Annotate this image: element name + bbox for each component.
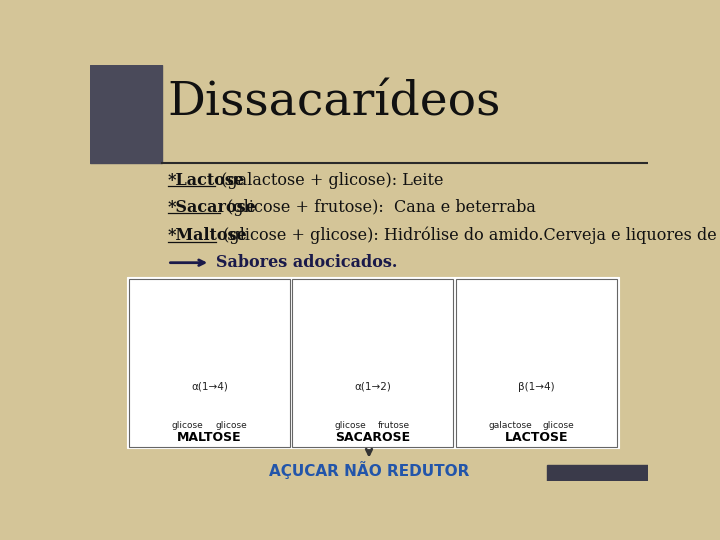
Text: α(1→2): α(1→2) [354, 382, 391, 392]
Text: MALTOSE: MALTOSE [177, 431, 242, 444]
Text: Sabores adocicados.: Sabores adocicados. [216, 254, 397, 271]
Text: (glicose + glicose): Hidrólise do amido.Cerveja e liquores de malte.: (glicose + glicose): Hidrólise do amido.… [218, 227, 720, 245]
Text: glicose: glicose [335, 421, 366, 430]
Text: *Lactose: *Lactose [168, 172, 245, 189]
Text: glicose: glicose [215, 421, 247, 430]
Text: frutose: frutose [378, 421, 410, 430]
Text: α(1→4): α(1→4) [191, 382, 228, 392]
Bar [127, 278, 618, 448]
Text: *Sacarose: *Sacarose [168, 199, 256, 216]
Bar [129, 279, 290, 447]
Bar [292, 279, 453, 447]
Text: *Maltose: *Maltose [168, 227, 247, 244]
Bar [547, 465, 648, 481]
Bar [456, 279, 617, 447]
Bar [90, 65, 162, 163]
Text: β(1→4): β(1→4) [518, 382, 554, 392]
Text: galactose: galactose [489, 421, 533, 430]
Text: AÇUCAR NÃO REDUTOR: AÇUCAR NÃO REDUTOR [269, 461, 469, 479]
Text: LACTOSE: LACTOSE [505, 431, 568, 444]
Text: (galactose + glicose): Leite: (galactose + glicose): Leite [216, 172, 444, 189]
Text: Dissacarídeos: Dissacarídeos [168, 80, 501, 126]
Text: SACAROSE: SACAROSE [335, 431, 410, 444]
Text: (glicose + frutose):  Cana e beterraba: (glicose + frutose): Cana e beterraba [222, 199, 536, 216]
Text: glicose: glicose [542, 421, 574, 430]
Text: glicose: glicose [172, 421, 204, 430]
